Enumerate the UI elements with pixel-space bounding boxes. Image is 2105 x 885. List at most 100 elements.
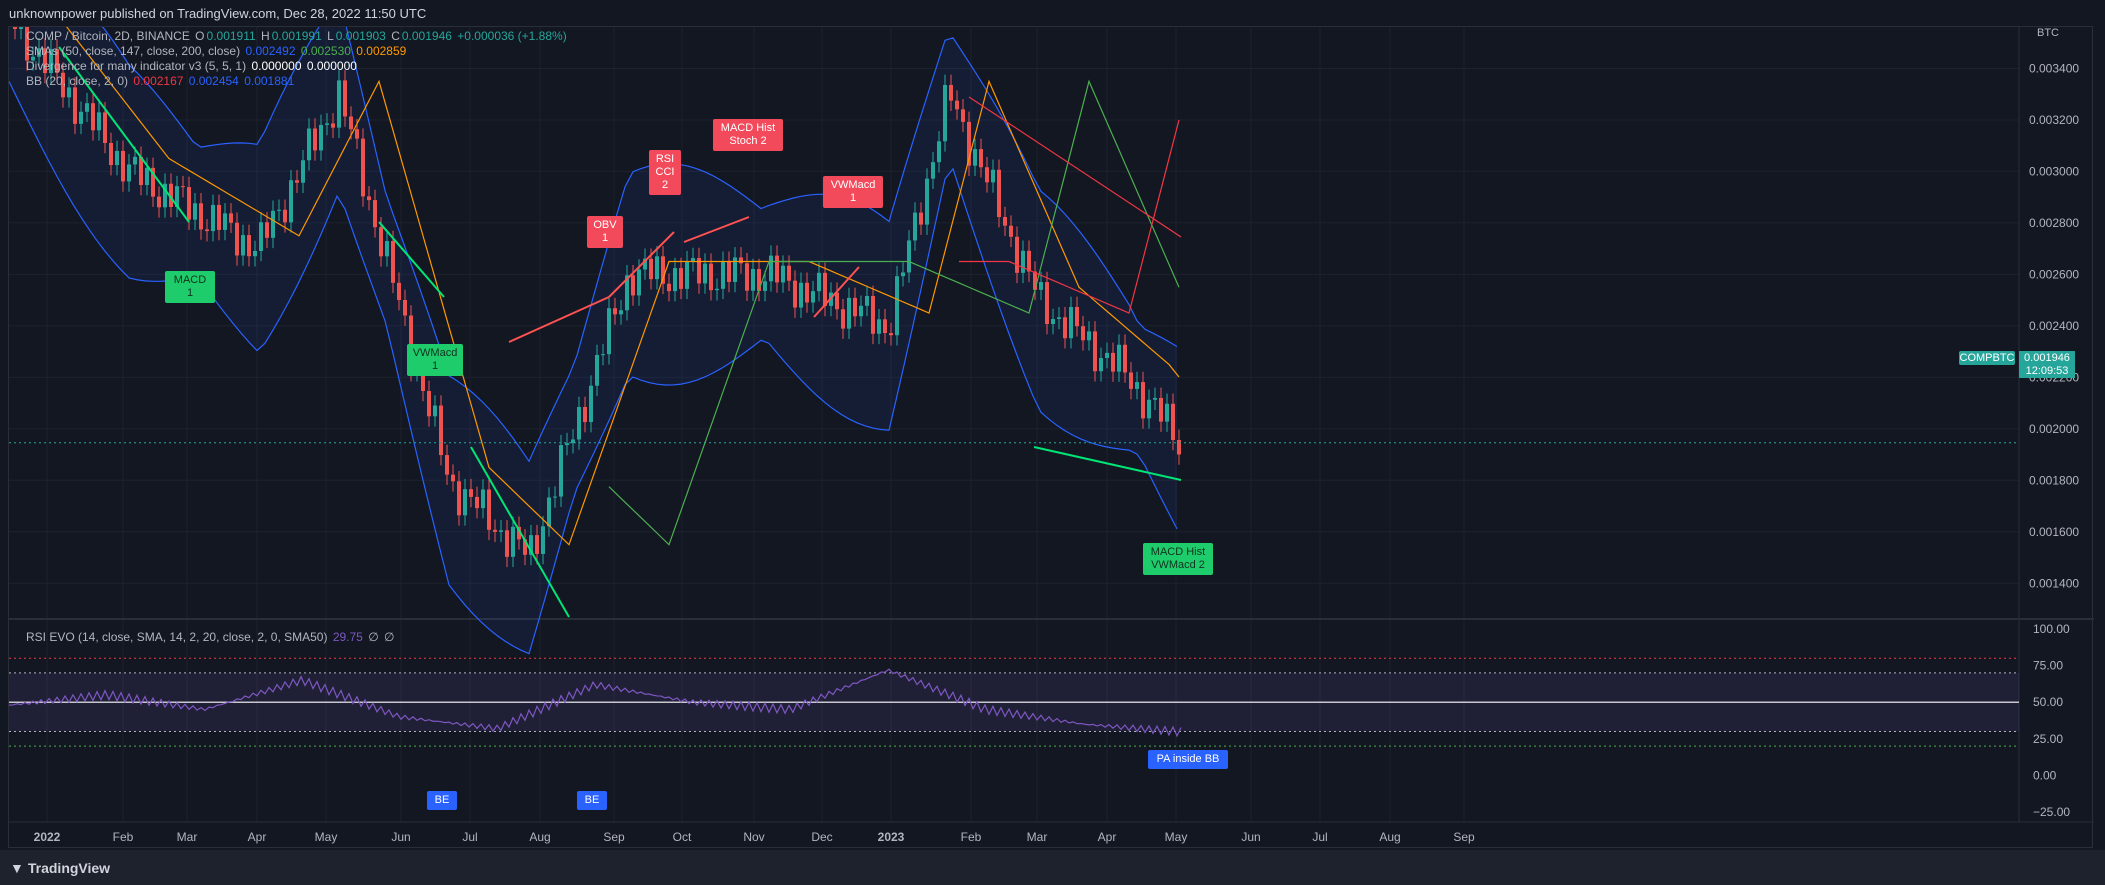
candle-body [1027, 250, 1031, 272]
signal-be-1[interactable]: BE [427, 791, 457, 810]
candle-body [559, 445, 563, 497]
candle-body [391, 241, 395, 283]
candle-body [799, 282, 803, 308]
candle-body [685, 261, 689, 289]
candle-body [703, 263, 707, 284]
candle-body [133, 156, 137, 165]
legend-smas[interactable]: SMAs (50, close, 147, close, 200, close)… [26, 44, 408, 58]
last-price-badge[interactable]: 0.001946 [2019, 351, 2075, 365]
legend-c-label: C [391, 29, 400, 43]
legend-bb[interactable]: BB (20, close, 2, 0) 0.002167 0.002454 0… [26, 74, 296, 88]
candle-body [835, 292, 839, 310]
candle-body [577, 407, 581, 440]
candle-body [427, 391, 431, 417]
candle-body [433, 405, 437, 417]
candle-body [247, 235, 251, 257]
candle-body [883, 319, 887, 334]
signal-rsi-cci-2[interactable]: RSI CCI 2 [649, 150, 681, 195]
candle-body [547, 497, 551, 527]
candle-body [553, 496, 557, 498]
time-tick-label: Aug [529, 830, 550, 844]
candle-body [235, 222, 239, 256]
time-tick-label: Jun [1241, 830, 1260, 844]
legend-low: 0.001903 [335, 29, 386, 43]
candle-body [871, 296, 875, 334]
overlays [9, 27, 2019, 618]
time-tick-label: Nov [743, 830, 764, 844]
candle-body [145, 167, 149, 186]
legend-sma-title: SMAs (50, close, 147, close, 200, close) [26, 44, 241, 58]
price-tick-label: 0.003400 [2029, 61, 2079, 75]
candle-body [271, 210, 275, 238]
candle-body [175, 186, 179, 207]
signal-vwmacd-1-bear[interactable]: VWMacd 1 [823, 176, 883, 208]
price-tick-label: 0.002600 [2029, 267, 2079, 281]
candle-body [241, 235, 245, 256]
candle-body [523, 539, 527, 555]
candle-body [541, 526, 545, 554]
candle-body [643, 258, 647, 270]
time-tick-label: Aug [1379, 830, 1400, 844]
candle-body [811, 291, 815, 303]
candle-body [109, 142, 113, 166]
candle-body [181, 186, 185, 188]
signal-obv-1[interactable]: OBV 1 [587, 216, 623, 248]
signal-vwmacd-1-bull[interactable]: VWMacd 1 [407, 344, 463, 376]
candle-body [631, 275, 635, 296]
candle-body [607, 308, 611, 355]
legend-divergence[interactable]: Divergence for many indicator v3 (5, 5, … [26, 59, 359, 73]
time-tick-label: 2022 [34, 830, 61, 844]
candle-body [337, 80, 341, 128]
candle-body [925, 178, 929, 225]
bear-divergence-0 [508, 296, 610, 343]
candle-body [805, 282, 809, 303]
candle-body [157, 196, 161, 208]
candle-body [529, 535, 533, 555]
candle-body [715, 288, 719, 291]
signal-macd-hist-stoch-2[interactable]: MACD Hist Stoch 2 [713, 119, 783, 151]
candle-body [1123, 344, 1127, 373]
time-tick-label: 2023 [878, 830, 905, 844]
candle-body [595, 354, 599, 386]
time-tick-label: May [1165, 830, 1188, 844]
candle-body [1129, 372, 1133, 389]
time-tick-label: Jun [391, 830, 410, 844]
candle-body [451, 474, 455, 482]
candle-body [463, 489, 467, 516]
candle-body [955, 100, 959, 110]
candle-body [679, 268, 683, 289]
signal-pa-inside-bb[interactable]: PA inside BB [1148, 750, 1228, 769]
legend-rsi[interactable]: RSI EVO (14, close, SMA, 14, 2, 20, clos… [26, 630, 396, 644]
candle-body [991, 169, 995, 183]
signal-be-2[interactable]: BE [577, 791, 607, 810]
symbol-badge[interactable]: COMPBTC [1959, 351, 2015, 365]
candle-body [655, 256, 659, 280]
candle-body [325, 123, 329, 125]
tradingview-logo[interactable]: ▼ TradingView [10, 860, 110, 876]
candle-body [187, 187, 191, 220]
candle-body [19, 27, 23, 29]
candle-body [361, 138, 365, 197]
candle-body [1087, 331, 1091, 341]
rsi-tick-label: 0.00 [2033, 768, 2057, 782]
candle-body [865, 296, 869, 306]
candle-body [1147, 399, 1151, 419]
candle-body [997, 169, 1001, 218]
chart-frame[interactable]: 0.003400 0.003200 0.003000 0.002800 0.002600… [8, 26, 2094, 849]
bollinger-cloud [9, 27, 1178, 655]
candle-body [583, 407, 587, 423]
candle-body [859, 305, 863, 317]
chart-canvas[interactable]: 0.003400 0.003200 0.003000 0.002800 0.002600… [9, 27, 2094, 849]
candle-body [25, 27, 29, 61]
candle-body [727, 261, 731, 282]
candle-body [1135, 382, 1139, 389]
sma-50 [66, 27, 1180, 546]
time-axis: 2022 Feb Mar Apr May Jun Jul Aug Sep Oct Nov Dec 202… [34, 830, 1475, 844]
candle-body [445, 455, 449, 475]
signal-macd-1[interactable]: MACD 1 [165, 271, 215, 303]
signal-macd-hist-vwmacd-2[interactable]: MACD Hist VWMacd 2 [1143, 543, 1213, 575]
candle-body [775, 255, 779, 283]
candle-body [1021, 250, 1025, 273]
candle-body [421, 367, 425, 392]
